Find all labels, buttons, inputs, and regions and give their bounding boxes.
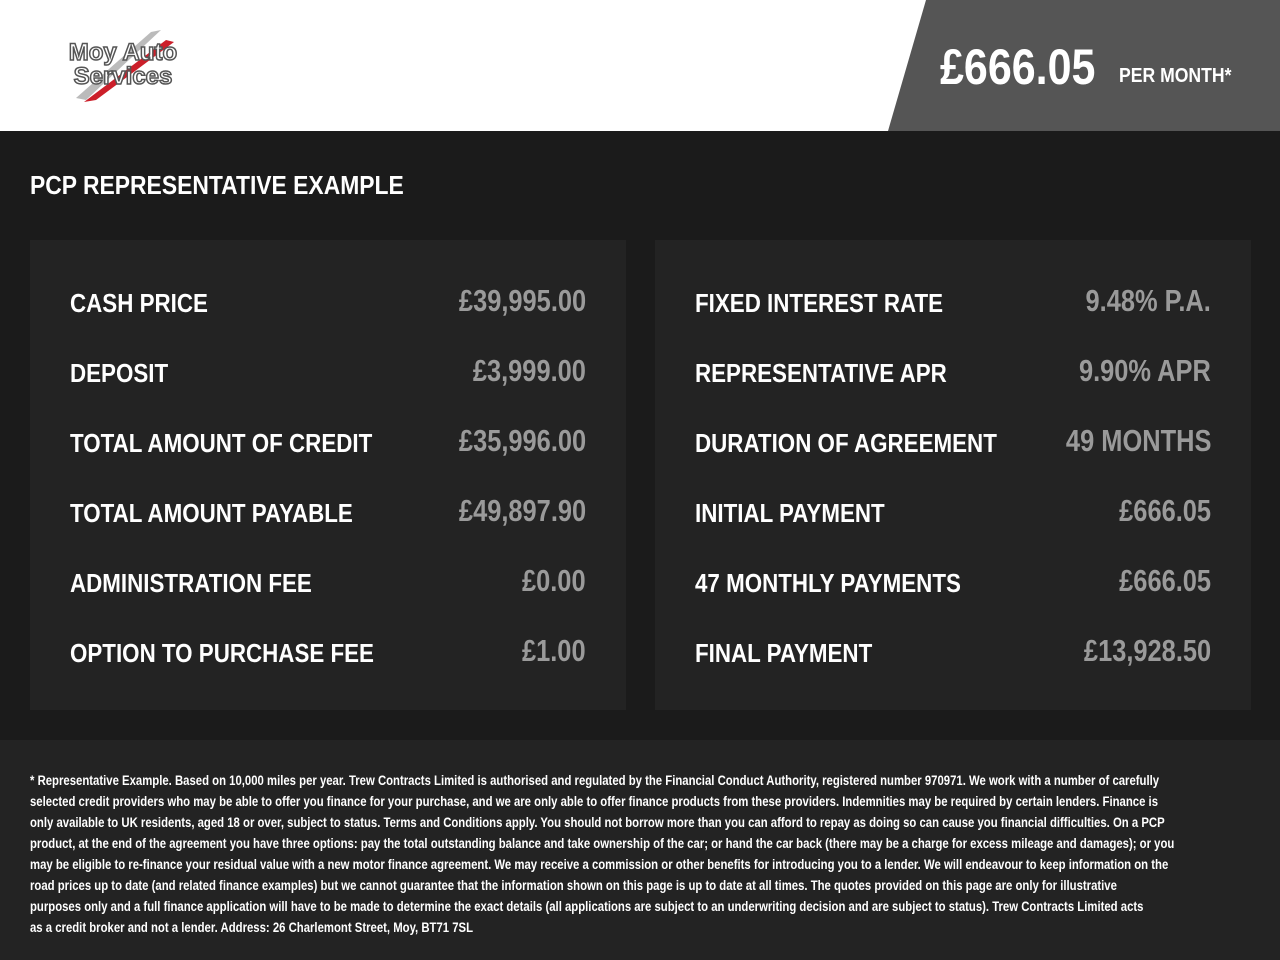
finance-row: CASH PRICE £39,995.00 — [70, 270, 586, 340]
disclaimer-line: * Representative Example. Based on 10,00… — [30, 773, 1160, 788]
finance-row: FINAL PAYMENT £13,928.50 — [695, 620, 1211, 690]
row-label: ADMINISTRATION FEE — [70, 568, 312, 598]
row-label: FIXED INTEREST RATE — [695, 288, 944, 318]
row-value: £35,996.00 — [458, 423, 586, 458]
finance-row: TOTAL AMOUNT PAYABLE £49,897.90 — [70, 480, 586, 550]
row-label: DEPOSIT — [70, 358, 169, 388]
disclaimer-line: as a credit broker and not a lender. Add… — [30, 920, 474, 935]
header: Moy Auto Services £666.05 PER MONTH* — [0, 0, 1280, 131]
row-value: £1.00 — [522, 633, 586, 668]
row-label: OPTION TO PURCHASE FEE — [70, 638, 374, 668]
row-value: £0.00 — [522, 563, 586, 598]
right-panel: FIXED INTEREST RATE 9.48% P.A. REPRESENTAT… — [655, 240, 1251, 710]
finance-row: OPTION TO PURCHASE FEE £1.00 — [70, 620, 586, 690]
row-label: INITIAL PAYMENT — [695, 498, 885, 528]
monthly-price: £666.05 — [940, 39, 1096, 95]
left-panel: CASH PRICE £39,995.00 DEPOSIT £3,999.00 TOTA… — [30, 240, 626, 710]
row-value: £49,897.90 — [458, 493, 586, 528]
row-value: £39,995.00 — [458, 283, 586, 318]
disclaimer-line: selected credit providers who may be abl… — [30, 794, 1159, 809]
row-value: 9.90% APR — [1079, 353, 1211, 388]
row-value: 9.48% P.A. — [1085, 283, 1211, 318]
row-label: 47 MONTHLY PAYMENTS — [695, 568, 961, 598]
per-month-label: PER MONTH* — [1119, 65, 1232, 87]
svg-text:Services: Services — [74, 63, 173, 90]
disclaimer-line: product, at the end of the agreement you… — [30, 836, 1175, 851]
monthly-price-box — [888, 0, 1280, 131]
row-label: REPRESENTATIVE APR — [695, 358, 947, 388]
finance-row: TOTAL AMOUNT OF CREDIT £35,996.00 — [70, 410, 586, 480]
section-title: PCP REPRESENTATIVE EXAMPLE — [30, 170, 404, 200]
finance-row: REPRESENTATIVE APR 9.90% APR — [695, 340, 1211, 410]
disclaimer-line: purposes only and a full finance applica… — [30, 899, 1144, 914]
finance-row: INITIAL PAYMENT £666.05 — [695, 480, 1211, 550]
finance-row: ADMINISTRATION FEE £0.00 — [70, 550, 586, 620]
row-value: £3,999.00 — [472, 353, 586, 388]
disclaimer-line: only available to UK residents, aged 18 … — [30, 815, 1165, 830]
disclaimer-line: may be eligible to re-finance your resid… — [30, 857, 1169, 872]
row-value: £666.05 — [1119, 563, 1211, 598]
row-label: TOTAL AMOUNT PAYABLE — [70, 498, 353, 528]
svg-text:Moy Auto: Moy Auto — [69, 39, 177, 66]
row-label: DURATION OF AGREEMENT — [695, 428, 997, 458]
finance-row: FIXED INTEREST RATE 9.48% P.A. — [695, 270, 1211, 340]
disclaimer: * Representative Example. Based on 10,00… — [0, 740, 1280, 960]
row-value: £13,928.50 — [1083, 633, 1211, 668]
disclaimer-line: road prices up to date (and related fina… — [30, 878, 1117, 893]
row-label: FINAL PAYMENT — [695, 638, 873, 668]
finance-row: DEPOSIT £3,999.00 — [70, 340, 586, 410]
finance-row: DURATION OF AGREEMENT 49 MONTHS — [695, 410, 1211, 480]
finance-row: 47 MONTHLY PAYMENTS £666.05 — [695, 550, 1211, 620]
row-label: CASH PRICE — [70, 288, 208, 318]
row-label: TOTAL AMOUNT OF CREDIT — [70, 428, 373, 458]
row-value: £666.05 — [1119, 493, 1211, 528]
logo[interactable]: Moy Auto Services — [56, 26, 191, 106]
row-value: 49 MONTHS — [1065, 423, 1211, 458]
